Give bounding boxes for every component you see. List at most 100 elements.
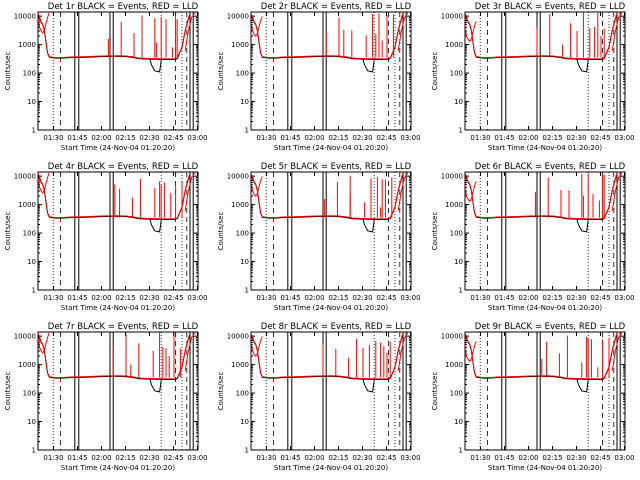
x-tick-label: 01:30 — [256, 454, 276, 462]
x-tick-label: 02:30 — [566, 454, 586, 462]
panel-8: Det 8r BLACK = Events, RED = LLD Counts/s… — [217, 322, 421, 472]
events-dip-line — [576, 379, 589, 393]
y-axis-label: Counts/sec — [217, 372, 225, 411]
x-tick-label: 03:00 — [614, 134, 634, 142]
y-tick-label: 10000 — [14, 13, 36, 21]
plot-area — [251, 172, 409, 290]
x-tick-label: 02:00 — [518, 454, 538, 462]
x-tick-label: 03:00 — [400, 134, 420, 142]
lld-early-peak — [251, 176, 263, 198]
x-tick-label: 01:45 — [494, 294, 514, 302]
x-tick-label: 01:30 — [43, 294, 63, 302]
y-tick-label: 10000 — [227, 173, 249, 181]
panel-9: Det 9r BLACK = Events, RED = LLD Counts/s… — [431, 322, 635, 472]
x-tick-label: 02:15 — [542, 454, 562, 462]
x-tick-label: 03:00 — [614, 294, 634, 302]
y-tick-label: 10000 — [227, 13, 249, 21]
x-tick-label: 02:00 — [518, 294, 538, 302]
lld-series-line — [38, 13, 191, 60]
y-tick-label: 1000 — [445, 361, 463, 369]
y-tick-label: 10 — [240, 98, 249, 106]
x-tick-label: 01:45 — [494, 454, 514, 462]
x-tick-label: 02:30 — [566, 294, 586, 302]
y-tick-label: 1 — [459, 287, 463, 295]
y-tick-label: 10 — [27, 418, 36, 426]
x-tick-label: 02:30 — [139, 454, 159, 462]
plot-area — [465, 172, 623, 290]
panel-title: Det 8r BLACK = Events, RED = LLD — [261, 322, 412, 332]
x-axis-label: Start Time (24-Nov-04 01:20:20) — [274, 304, 388, 312]
y-tick-label: 1000 — [445, 41, 463, 49]
y-axis-label: Counts/sec — [4, 212, 12, 251]
events-dip-line — [362, 379, 375, 393]
y-tick-label: 10000 — [227, 333, 249, 341]
x-tick-label: 01:30 — [470, 134, 490, 142]
x-tick-label: 02:15 — [115, 134, 135, 142]
y-tick-label: 1000 — [18, 41, 36, 49]
y-tick-label: 10000 — [441, 173, 463, 181]
lld-early-peak — [465, 341, 477, 363]
y-tick-label: 10 — [454, 418, 463, 426]
x-tick-label: 02:30 — [566, 134, 586, 142]
y-tick-label: 100 — [450, 230, 463, 238]
plot-area — [251, 332, 409, 450]
x-tick-label: 02:45 — [376, 454, 396, 462]
lld-late-rise — [184, 12, 196, 51]
y-axis-label: Counts/sec — [217, 212, 225, 251]
x-tick-label: 02:15 — [328, 294, 348, 302]
plot-frame — [464, 171, 626, 291]
x-tick-label: 02:30 — [352, 294, 372, 302]
x-tick-label: 02:45 — [163, 294, 183, 302]
y-tick-label: 1 — [245, 447, 249, 455]
plot-frame — [37, 171, 199, 291]
x-tick-label: 02:45 — [590, 454, 610, 462]
y-tick-label: 1 — [245, 287, 249, 295]
panel-2: Det 2r BLACK = Events, RED = LLD Counts/s… — [217, 2, 421, 152]
events-dip-line — [149, 59, 162, 73]
lld-early-peak — [251, 16, 263, 38]
y-axis-label: Counts/sec — [431, 52, 439, 91]
lld-early-peak — [465, 181, 477, 203]
y-tick-label: 10 — [240, 418, 249, 426]
x-tick-label: 01:30 — [256, 294, 276, 302]
lld-early-peak — [38, 172, 50, 194]
panel-7: Det 7r BLACK = Events, RED = LLD Counts/s… — [4, 322, 208, 472]
y-tick-label: 100 — [450, 390, 463, 398]
x-tick-label: 03:00 — [187, 454, 207, 462]
x-tick-label: 02:30 — [139, 134, 159, 142]
x-tick-label: 03:00 — [400, 294, 420, 302]
x-tick-label: 01:45 — [280, 454, 300, 462]
plot-frame — [250, 171, 412, 291]
y-tick-label: 1000 — [231, 201, 249, 209]
x-tick-label: 02:30 — [139, 294, 159, 302]
y-axis-label: Counts/sec — [4, 52, 12, 91]
y-tick-label: 1 — [32, 127, 36, 135]
panel-5: Det 5r BLACK = Events, RED = LLD Counts/s… — [217, 162, 421, 312]
panel-title: Det 3r BLACK = Events, RED = LLD — [475, 2, 626, 12]
y-tick-label: 100 — [236, 390, 249, 398]
x-axis-label: Start Time (24-Nov-04 01:20:20) — [274, 464, 388, 472]
y-tick-label: 10000 — [14, 173, 36, 181]
panel-title: Det 9r BLACK = Events, RED = LLD — [475, 322, 626, 332]
lld-series-line — [38, 173, 191, 220]
x-tick-label: 02:15 — [115, 454, 135, 462]
events-dip-line — [362, 219, 375, 233]
x-tick-label: 03:00 — [614, 454, 634, 462]
lld-late-rise — [611, 12, 623, 51]
plot-area — [465, 332, 623, 450]
events-dip-line — [576, 219, 589, 233]
x-axis-label: Start Time (24-Nov-04 01:20:20) — [61, 304, 175, 312]
x-tick-label: 02:00 — [304, 134, 324, 142]
y-tick-label: 10000 — [441, 13, 463, 21]
panel-4: Det 4r BLACK = Events, RED = LLD Counts/s… — [4, 162, 208, 312]
x-tick-label: 01:45 — [280, 134, 300, 142]
y-tick-label: 1000 — [231, 41, 249, 49]
y-tick-label: 100 — [23, 230, 36, 238]
y-tick-label: 10 — [27, 98, 36, 106]
events-dip-line — [149, 219, 162, 233]
x-tick-label: 01:45 — [67, 294, 87, 302]
x-tick-label: 01:45 — [494, 134, 514, 142]
lld-early-peak — [38, 332, 50, 354]
y-tick-label: 10 — [240, 258, 249, 266]
x-tick-label: 02:00 — [304, 454, 324, 462]
